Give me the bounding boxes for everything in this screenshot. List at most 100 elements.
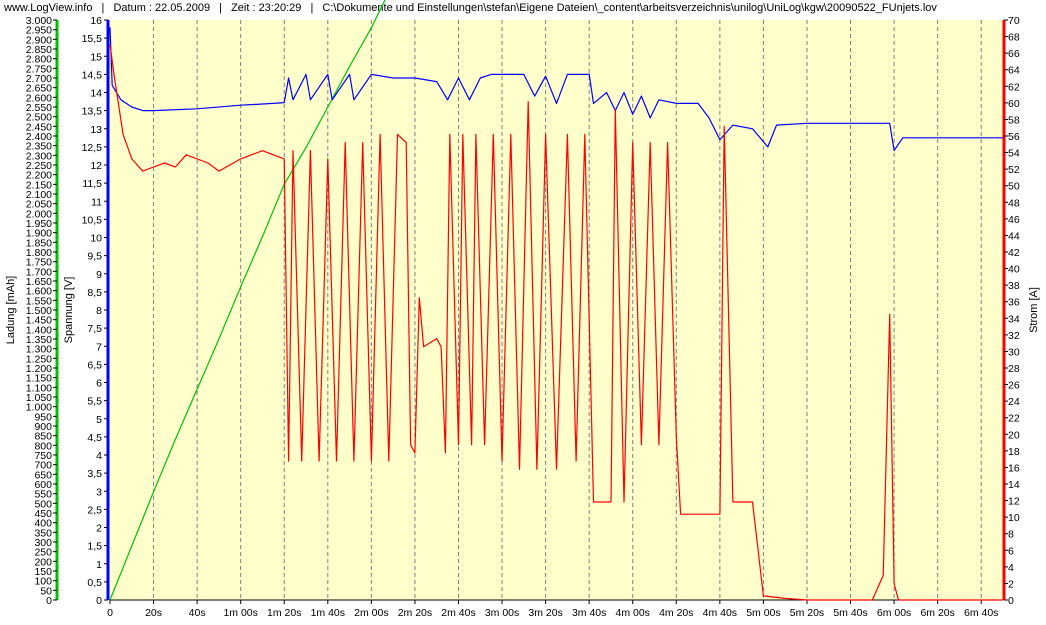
file-path-label: C:\Dokumente und Einstellungen\stefan\Ei… (322, 2, 937, 14)
y-tick-label: 1.800 (26, 247, 52, 259)
charge-axis: 0501001502002503003504004505005506006507… (26, 15, 59, 607)
current-series-line (109, 44, 1003, 601)
y-tick-label: 28 (1008, 363, 1020, 375)
y-tick-label: 66 (1008, 48, 1020, 60)
y-tick-label: 600 (34, 479, 52, 491)
x-tick-label: 4m 20s (659, 607, 693, 619)
y-tick-label: 1.550 (26, 295, 52, 307)
header-separator: | (101, 2, 105, 14)
y-tick-label: 1.750 (26, 257, 52, 269)
y-tick-label: 60 (1008, 98, 1020, 110)
y-tick-label: 1.650 (26, 276, 52, 288)
y-tick-label: 2.300 (26, 150, 52, 162)
x-tick-label: 2m 00s (354, 607, 388, 619)
y-tick-label: 2.050 (26, 199, 52, 211)
y-tick-label: 4 (96, 450, 102, 462)
y-tick-label: 50 (40, 585, 52, 597)
y-tick-label: 54 (1008, 148, 1020, 160)
y-tick-label: 14,5 (82, 69, 103, 81)
y-tick-label: 48 (1008, 197, 1020, 209)
y-tick-label: 8 (1008, 529, 1014, 541)
y-tick-label: 1,5 (87, 541, 102, 553)
y-tick-label: 550 (34, 489, 52, 501)
charge-series-line (109, 0, 386, 601)
series-layer (109, 0, 1003, 601)
y-tick-label: 34 (1008, 313, 1020, 325)
y-tick-label: 1 (96, 559, 102, 571)
y-tick-label: 44 (1008, 230, 1020, 242)
header-separator: | (310, 2, 314, 14)
y-tick-label: 6 (96, 378, 102, 390)
y-tick-label: 26 (1008, 380, 1020, 392)
y-tick-label: 2.800 (26, 54, 52, 66)
x-tick-label: 6m 40s (964, 607, 998, 619)
y-tick-label: 16 (1008, 462, 1020, 474)
y-tick-label: 2.500 (26, 112, 52, 124)
y-tick-label: 15 (90, 51, 102, 63)
y-tick-label: 14 (90, 88, 102, 100)
y-tick-label: 200 (34, 556, 52, 568)
header-bar: www.LogView.info | Datum : 22.05.2009 | … (0, 0, 1046, 16)
y-tick-label: 250 (34, 547, 52, 559)
x-tick-label: 6m 20s (920, 607, 954, 619)
y-tick-label: 1.000 (26, 402, 52, 414)
y-tick-label: 10 (90, 233, 102, 245)
y-tick-label: 4,5 (87, 432, 102, 444)
y-tick-label: 1.950 (26, 218, 52, 230)
y-tick-label: 0,5 (87, 577, 102, 589)
y-tick-label: 2.950 (26, 25, 52, 37)
x-tick-label: 0 (107, 607, 113, 619)
date-label: Datum : 22.05.2009 (113, 2, 211, 14)
grid (153, 20, 982, 600)
y-tick-label: 8,5 (87, 287, 102, 299)
y-tick-label: 62 (1008, 81, 1020, 93)
y-tick-label: 1.200 (26, 363, 52, 375)
y-tick-label: 58 (1008, 114, 1020, 126)
voltage-axis: 00,511,522,533,544,555,566,577,588,599,5… (82, 15, 110, 607)
y-tick-label: 9 (96, 269, 102, 281)
x-axis: 0 20s 40s 1m 00s 1m 20s 1m 40s 2m 00s 2m 20s 2m … (107, 599, 1003, 619)
y-tick-label: 8 (96, 305, 102, 317)
y-tick-label: 7 (96, 341, 102, 353)
y-tick-label: 150 (34, 566, 52, 578)
y-tick-label: 42 (1008, 247, 1020, 259)
y-tick-label: 1.400 (26, 324, 52, 336)
y-tick-label: 900 (34, 421, 52, 433)
y-tick-label: 2.750 (26, 63, 52, 75)
voltage-axis-label: Spannung [V] (63, 277, 75, 344)
y-tick-label: 10,5 (82, 214, 103, 226)
y-tick-label: 2.100 (26, 189, 52, 201)
y-tick-label: 24 (1008, 396, 1020, 408)
y-tick-label: 700 (34, 460, 52, 472)
x-tick-label: 1m 40s (311, 607, 345, 619)
y-tick-label: 5 (96, 414, 102, 426)
y-tick-label: 950 (34, 411, 52, 423)
y-tick-label: 68 (1008, 32, 1020, 44)
y-tick-label: 2.700 (26, 73, 52, 85)
y-tick-label: 18 (1008, 446, 1020, 458)
y-tick-label: 40 (1008, 264, 1020, 276)
voltage-series-line (109, 27, 1003, 152)
y-tick-label: 10 (1008, 512, 1020, 524)
y-tick-label: 2.350 (26, 141, 52, 153)
current-axis: 0246810121416182022242628303234363840424… (1002, 15, 1020, 607)
y-tick-label: 850 (34, 431, 52, 443)
x-tick-label: 3m 40s (572, 607, 606, 619)
y-tick-label: 100 (34, 576, 52, 588)
x-tick-label: 1m 20s (267, 607, 301, 619)
y-tick-label: 0 (1008, 595, 1014, 607)
y-tick-label: 2.200 (26, 170, 52, 182)
y-tick-label: 13,5 (82, 106, 103, 118)
y-tick-label: 1.350 (26, 334, 52, 346)
x-tick-label: 1m 00s (223, 607, 257, 619)
y-tick-label: 650 (34, 469, 52, 481)
y-tick-label: 2.000 (26, 208, 52, 220)
y-tick-label: 16 (90, 15, 102, 27)
y-tick-label: 1.250 (26, 353, 52, 365)
x-tick-label: 4m 40s (703, 607, 737, 619)
y-tick-label: 2.600 (26, 92, 52, 104)
y-tick-label: 450 (34, 508, 52, 520)
y-tick-label: 1.700 (26, 266, 52, 278)
site-label: www.LogView.info (4, 2, 93, 14)
time-label: Zeit : 23:20:29 (231, 2, 302, 14)
